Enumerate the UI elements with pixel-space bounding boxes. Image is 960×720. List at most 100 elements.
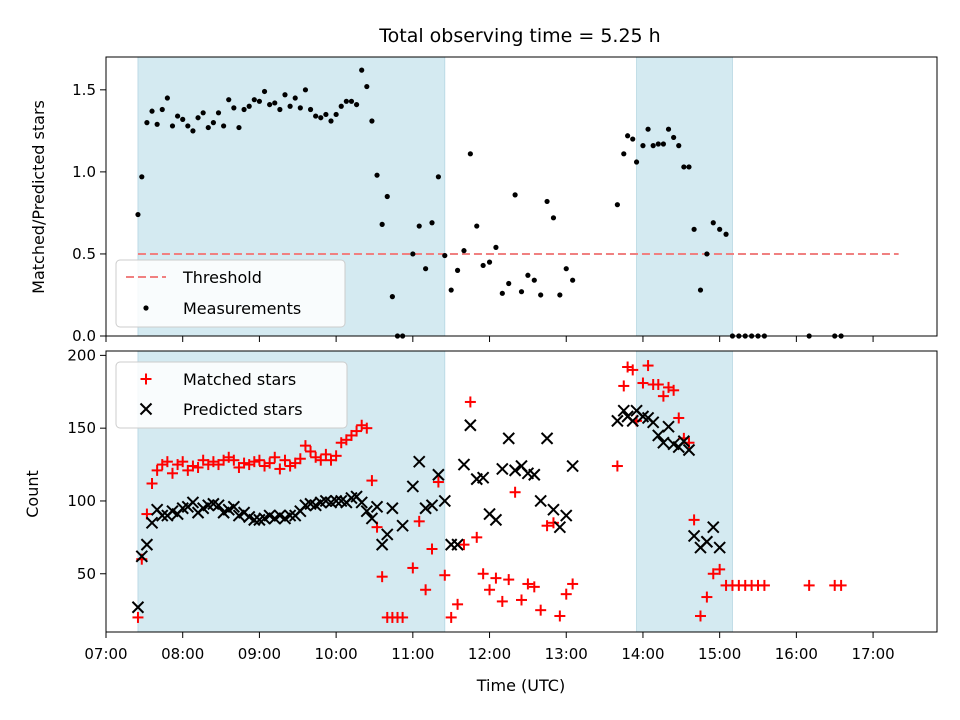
top-y-tick-label: 1.5 <box>72 81 96 99</box>
legend-measurement-label: Measurements <box>183 299 301 318</box>
matched-point <box>471 531 483 543</box>
matched-point <box>707 568 719 580</box>
predicted-point <box>248 513 261 527</box>
measurement-point <box>200 110 206 116</box>
legend-predicted-swatch <box>139 402 153 416</box>
measurement-point <box>454 267 461 273</box>
x-tick-label: 13:00 <box>545 645 588 663</box>
measurement-point <box>544 198 550 205</box>
matched-point <box>279 454 291 466</box>
matched-point <box>445 611 457 623</box>
measurement-point <box>169 123 176 129</box>
matched-point <box>151 464 163 476</box>
top-axes-frame <box>105 56 938 337</box>
predicted-point <box>476 471 490 484</box>
matched-point <box>714 563 726 575</box>
measurement-point <box>676 143 682 149</box>
x-tick-label: 14:00 <box>621 645 664 663</box>
measurement-point <box>550 215 557 221</box>
matched-point <box>642 360 654 372</box>
measurement-point <box>480 262 486 269</box>
matched-point <box>535 604 547 616</box>
matched-point <box>264 457 276 469</box>
measurement-point <box>313 113 319 119</box>
bottom-legend: Matched stars Predicted stars <box>115 361 348 429</box>
measurement-point <box>686 164 692 170</box>
predicted-point <box>227 500 241 513</box>
predicted-point <box>386 502 399 515</box>
predicted-point <box>135 550 149 563</box>
matched-point <box>701 591 713 603</box>
matched-point <box>477 568 489 580</box>
top-y-tick-label: 1.0 <box>72 163 96 181</box>
measurement-point <box>241 106 247 113</box>
predicted-point <box>713 541 726 554</box>
measurement-point <box>226 97 232 103</box>
predicted-point <box>652 429 665 442</box>
matched-point <box>496 595 508 607</box>
matched-point <box>376 571 388 583</box>
measurement-point <box>410 251 416 257</box>
matched-point <box>803 579 815 591</box>
matched-point <box>294 453 306 465</box>
measurement-point <box>318 115 324 121</box>
x-tick-label: 16:00 <box>775 645 818 663</box>
measurement-point <box>650 143 656 149</box>
measurement-point <box>384 193 390 200</box>
matched-point <box>269 451 281 463</box>
measurement-point <box>614 202 620 208</box>
measurement-point <box>323 111 329 118</box>
predicted-point <box>534 494 547 508</box>
predicted-point <box>566 459 579 473</box>
measurement-point <box>364 83 370 90</box>
predicted-point <box>611 414 624 428</box>
matched-point <box>688 514 700 526</box>
predicted-point <box>375 538 389 551</box>
matched-point <box>611 460 623 472</box>
legend-threshold-label: Threshold <box>182 268 262 287</box>
matched-point <box>351 425 363 437</box>
matched-point <box>627 364 639 376</box>
x-tick-label: 17:00 <box>851 645 894 663</box>
predicted-point <box>553 520 567 534</box>
measurement-point <box>691 226 697 232</box>
measurement-point <box>190 128 196 134</box>
matched-point <box>187 460 199 472</box>
predicted-point <box>396 519 409 532</box>
measurement-point <box>139 174 145 180</box>
matched-point <box>432 476 444 488</box>
bottom-y-tick-label: 150 <box>67 419 96 437</box>
predicted-point <box>438 494 451 508</box>
predicted-point <box>508 464 522 477</box>
predicted-point <box>687 529 701 543</box>
measurement-point <box>681 164 687 170</box>
matched-point <box>528 581 540 593</box>
predicted-point <box>425 499 439 512</box>
measurement-point <box>195 115 201 121</box>
predicted-point <box>156 509 169 522</box>
bottom-y-tick-label: 100 <box>67 492 96 510</box>
bottom-y-tick-label: 50 <box>77 565 96 583</box>
measurement-point <box>277 106 283 113</box>
measurement-point <box>442 252 448 259</box>
measurement-point <box>374 172 380 178</box>
predicted-point <box>496 462 509 476</box>
measurement-point <box>221 123 227 129</box>
measurement-point <box>630 136 636 142</box>
top-y-axis-label: Matched/Predicted stars <box>29 100 48 294</box>
measurement-point <box>697 287 704 293</box>
measurement-point <box>379 221 385 227</box>
predicted-point <box>700 535 714 548</box>
measurement-point <box>704 251 710 257</box>
matched-point <box>330 450 342 462</box>
predicted-point <box>540 432 554 445</box>
measurement-point <box>621 151 627 157</box>
matched-point <box>652 378 664 390</box>
measurement-point <box>671 134 677 141</box>
legend-matched-label: Matched stars <box>183 370 296 389</box>
matched-point <box>315 454 327 466</box>
measurement-point <box>180 116 186 122</box>
measurement-point <box>159 106 165 113</box>
measurement-point <box>461 248 467 254</box>
